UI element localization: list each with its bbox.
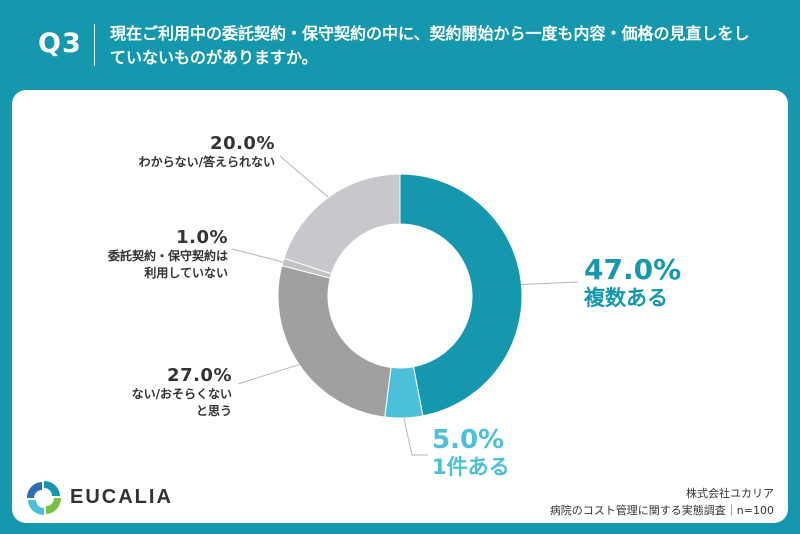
brand-name: EUCALIA [70,486,173,508]
category-label-none-1: ない/おそらくない [131,387,232,401]
category-label-not-using-2: 利用していない [144,266,228,280]
slice-multiple [399,173,523,417]
label-multiple: 47.0% 複数ある [584,255,681,311]
header-divider [94,24,95,66]
value-label-dont-know: 20.0% [210,133,275,154]
company-name: 株式会社ユカリア [686,487,774,500]
slice-none [277,265,392,418]
leader-none [237,364,300,385]
category-label-none-2: と思う [195,404,232,418]
category-label-not-using-1: 委託契約・保守契約は [107,249,228,263]
question-number: Q3 [38,28,82,59]
category-label-one: 1件ある [432,455,510,479]
label-none: 27.0% ない/おそらくない と思う [60,365,232,420]
value-label-multiple: 47.0% [584,253,682,286]
eucalia-logo-icon [27,481,61,515]
category-label-multiple: 複数ある [584,286,668,310]
chart-panel [12,90,788,523]
leader-not-using [231,248,283,263]
label-dont-know: 20.0% わからない/答えられない [60,133,275,171]
value-label-none: 27.0% [167,365,232,386]
label-one: 5.0% 1件ある [432,426,510,480]
value-label-one: 5.0% [432,425,505,455]
value-label-not-using: 1.0% [176,227,228,248]
leader-dont-know [279,155,329,198]
label-not-using: 1.0% 委託契約・保守契約は 利用していない [60,227,228,282]
leader-multiple [521,281,579,286]
slice-dont-know [283,173,401,275]
category-label-dont-know: わからない/答えられない [138,155,275,169]
question-text: 現在ご利用中の委託契約・保守契約の中に、契約開始から一度も内容・価格の見直しをし… [110,24,750,67]
leader-one [403,417,428,456]
footer-source: 株式会社ユカリア 病院のコスト管理に関する実態調査｜n=100 [550,485,774,519]
header-bar: Q3 現在ご利用中の委託契約・保守契約の中に、契約開始から一度も内容・価格の見直… [0,0,800,86]
survey-caption: 病院のコスト管理に関する実態調査｜n=100 [549,504,774,517]
